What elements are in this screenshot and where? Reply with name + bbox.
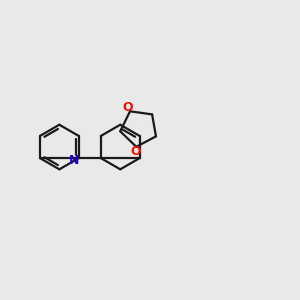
Text: O: O	[130, 145, 141, 158]
Text: N: N	[69, 154, 80, 167]
Text: O: O	[123, 101, 133, 114]
